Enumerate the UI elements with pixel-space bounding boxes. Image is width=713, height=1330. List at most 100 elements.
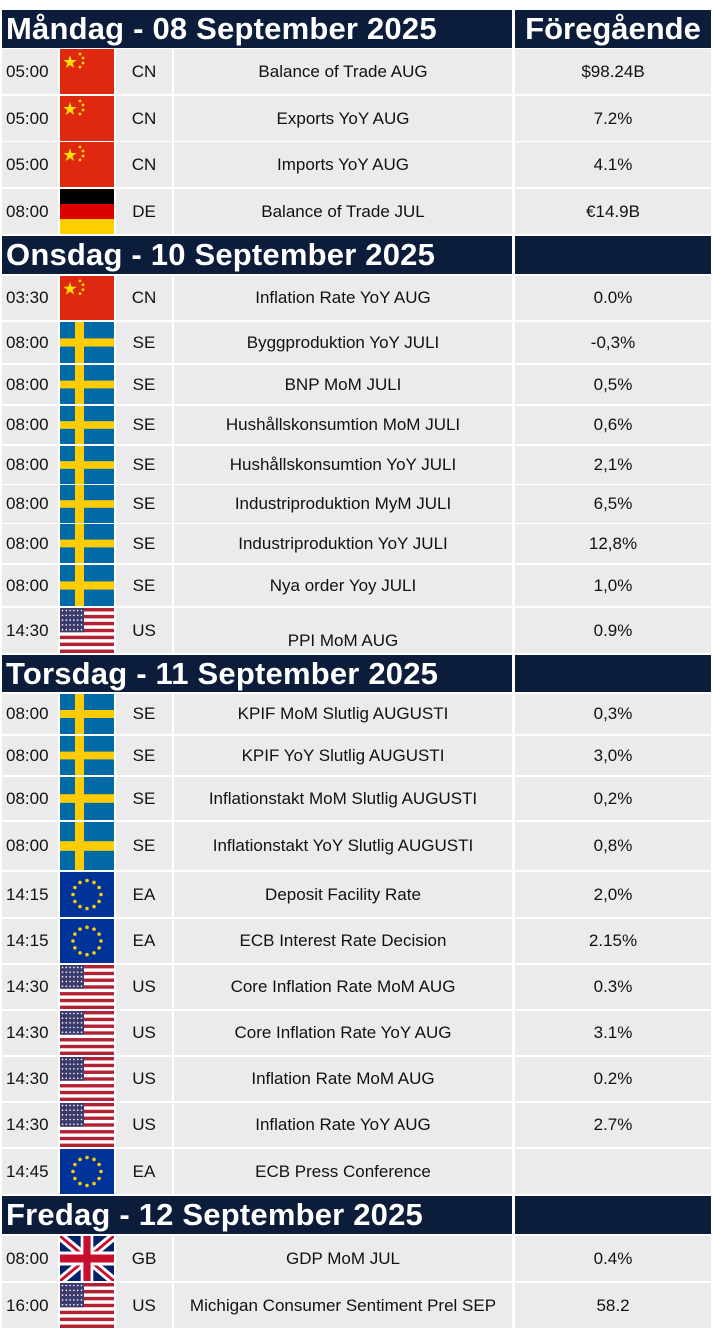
- event-time: 14:15: [2, 919, 58, 963]
- day-header: Måndag - 08 September 2025 Föregående: [2, 10, 711, 48]
- event-time: 08:00: [2, 736, 58, 775]
- event-row: 14:15 EA ECB Interest Rate Decision 2.15%: [2, 919, 711, 963]
- event-time: 05:00: [2, 96, 58, 141]
- previous-value: 0,6%: [515, 406, 711, 444]
- day-header: Torsdag - 11 September 2025: [2, 655, 711, 692]
- event-time: 14:30: [2, 965, 58, 1009]
- se-flag-icon: [60, 365, 114, 404]
- event-row: 08:00 SE Byggproduktion YoY JULI -0,3%: [2, 322, 711, 363]
- country-code: SE: [116, 822, 172, 870]
- country-code: GB: [116, 1236, 172, 1281]
- previous-value: 0,5%: [515, 365, 711, 404]
- us-flag-icon: [60, 1103, 114, 1147]
- event-time: 14:15: [2, 872, 58, 917]
- country-code: SE: [116, 485, 172, 523]
- country-code: SE: [116, 565, 172, 606]
- event-time: 08:00: [2, 189, 58, 234]
- de-flag-icon: [60, 189, 114, 234]
- us-flag-icon: [60, 608, 114, 653]
- se-flag-icon: [60, 694, 114, 734]
- previous-column-header: Föregående: [525, 11, 701, 46]
- event-row: 08:00 SE Nya order Yoy JULI 1,0%: [2, 565, 711, 606]
- event-name: Hushållskonsumtion MoM JULI: [174, 406, 512, 444]
- event-time: 05:00: [2, 49, 58, 94]
- event-name: Nya order Yoy JULI: [174, 565, 512, 606]
- country-code: SE: [116, 446, 172, 484]
- event-row: 08:00 SE KPIF YoY Slutlig AUGUSTI 3,0%: [2, 736, 711, 775]
- country-code: EA: [116, 919, 172, 963]
- event-time: 08:00: [2, 822, 58, 870]
- day-header: Fredag - 12 September 2025: [2, 1196, 711, 1234]
- country-code: US: [116, 965, 172, 1009]
- se-flag-icon: [60, 736, 114, 775]
- event-time: 14:30: [2, 1011, 58, 1055]
- previous-value: 0.2%: [515, 1057, 711, 1101]
- previous-value: 3.1%: [515, 1011, 711, 1055]
- se-flag-icon: [60, 524, 114, 563]
- event-row: 08:00 SE Industriproduktion MyM JULI 6,5%: [2, 485, 711, 523]
- event-name: Exports YoY AUG: [174, 96, 512, 141]
- event-row: 03:30 CN Inflation Rate YoY AUG 0.0%: [2, 276, 711, 320]
- event-name: Inflation Rate MoM AUG: [174, 1057, 512, 1101]
- event-time: 03:30: [2, 276, 58, 320]
- country-code: US: [116, 1057, 172, 1101]
- country-code: EA: [116, 1149, 172, 1194]
- previous-value: 2,1%: [515, 446, 711, 484]
- previous-value: 0,2%: [515, 777, 711, 820]
- se-flag-icon: [60, 822, 114, 870]
- event-row: 14:30 US Core Inflation Rate YoY AUG 3.1%: [2, 1011, 711, 1055]
- event-time: 14:30: [2, 608, 58, 653]
- previous-value: $98.24B: [515, 49, 711, 94]
- event-name: KPIF YoY Slutlig AUGUSTI: [174, 736, 512, 775]
- previous-value: 7.2%: [515, 96, 711, 141]
- event-row: 14:30 US PPI MoM AUG 0.9%: [2, 608, 711, 653]
- day-title: Torsdag - 11 September 2025: [6, 655, 439, 691]
- previous-value: 2.7%: [515, 1103, 711, 1147]
- country-code: SE: [116, 777, 172, 820]
- header-divider: [512, 655, 515, 692]
- us-flag-icon: [60, 1283, 114, 1328]
- previous-value: [515, 1149, 711, 1194]
- event-name: Deposit Facility Rate: [174, 872, 512, 917]
- event-name: Inflationstakt MoM Slutlig AUGUSTI: [174, 777, 512, 820]
- event-row: 08:00 SE Industriproduktion YoY JULI 12,8%: [2, 524, 711, 563]
- eu-flag-icon: [60, 919, 114, 963]
- event-name: Core Inflation Rate MoM AUG: [174, 965, 512, 1009]
- previous-value: 0,3%: [515, 694, 711, 734]
- event-row: 08:00 DE Balance of Trade JUL €14.9B: [2, 189, 711, 234]
- country-code: DE: [116, 189, 172, 234]
- eu-flag-icon: [60, 1149, 114, 1194]
- country-code: US: [116, 608, 172, 653]
- previous-value: 1,0%: [515, 565, 711, 606]
- previous-value: 0.3%: [515, 965, 711, 1009]
- event-time: 14:45: [2, 1149, 58, 1194]
- event-time: 08:00: [2, 485, 58, 523]
- event-time: 08:00: [2, 777, 58, 820]
- country-code: US: [116, 1011, 172, 1055]
- event-row: 08:00 SE BNP MoM JULI 0,5%: [2, 365, 711, 404]
- header-divider: [512, 236, 515, 274]
- se-flag-icon: [60, 406, 114, 444]
- day-header: Onsdag - 10 September 2025: [2, 236, 711, 274]
- cn-flag-icon: [60, 49, 114, 94]
- event-row: 16:00 US Michigan Consumer Sentiment Prel …: [2, 1283, 711, 1328]
- previous-value: 0,8%: [515, 822, 711, 870]
- country-code: CN: [116, 276, 172, 320]
- event-time: 08:00: [2, 1236, 58, 1281]
- country-code: US: [116, 1103, 172, 1147]
- event-name: Inflationstakt YoY Slutlig AUGUSTI: [174, 822, 512, 870]
- country-code: SE: [116, 365, 172, 404]
- event-row: 14:30 US Core Inflation Rate MoM AUG 0.3%: [2, 965, 711, 1009]
- se-flag-icon: [60, 446, 114, 484]
- event-time: 08:00: [2, 565, 58, 606]
- previous-value: 0.4%: [515, 1236, 711, 1281]
- event-name: PPI MoM AUG: [174, 608, 512, 653]
- country-code: SE: [116, 406, 172, 444]
- previous-value: 3,0%: [515, 736, 711, 775]
- event-time: 05:00: [2, 142, 58, 187]
- event-row: 05:00 CN Balance of Trade AUG $98.24B: [2, 49, 711, 94]
- event-time: 08:00: [2, 406, 58, 444]
- event-name: Balance of Trade JUL: [174, 189, 512, 234]
- cn-flag-icon: [60, 96, 114, 141]
